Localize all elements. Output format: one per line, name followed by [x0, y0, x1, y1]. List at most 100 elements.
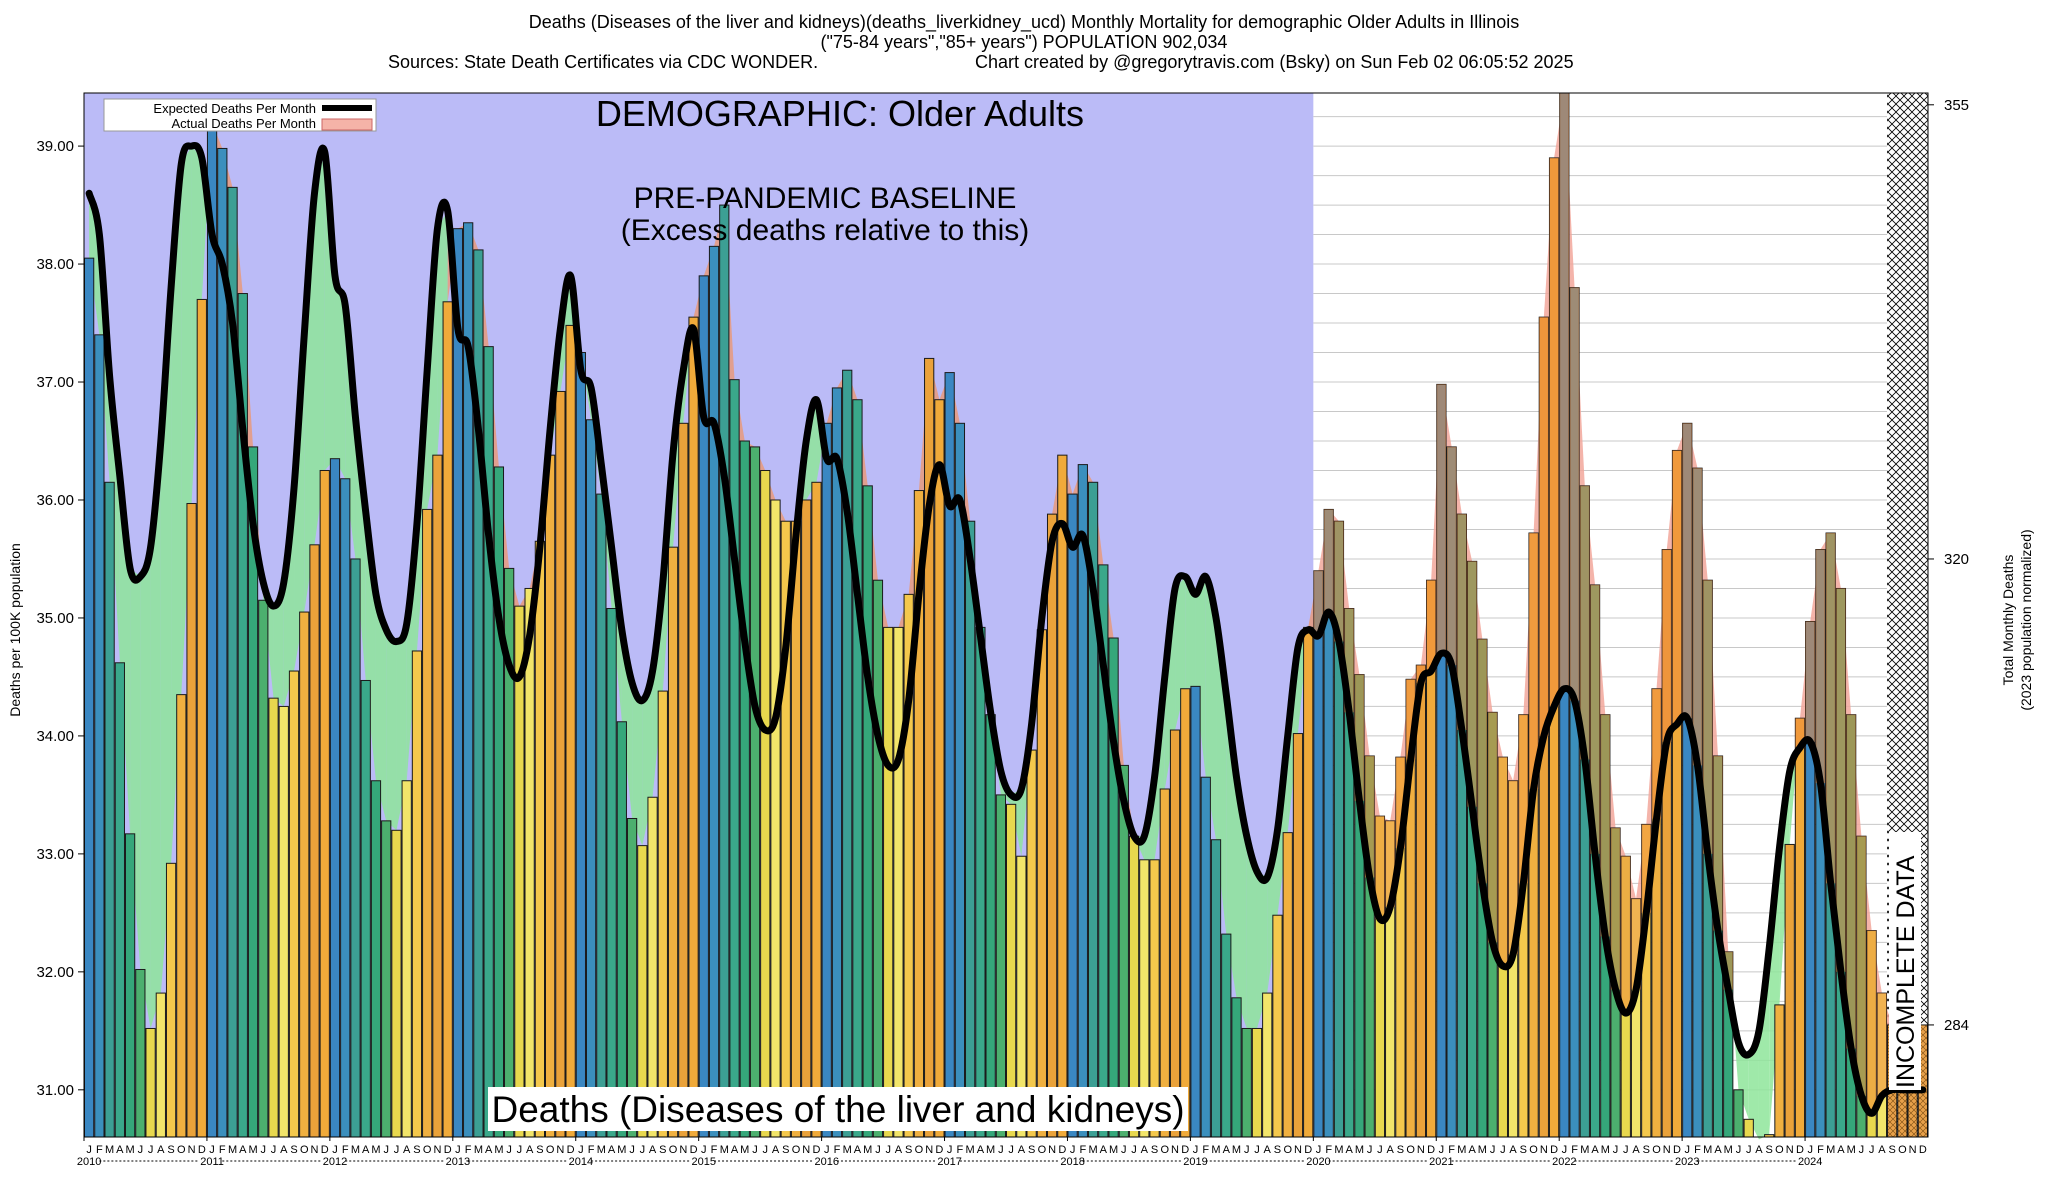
y-tick-label: 31.00 [36, 1082, 74, 1099]
bar-excess [1457, 514, 1467, 731]
excess-fill [1256, 871, 1268, 1029]
month-label: S [290, 1144, 297, 1156]
year-label: 2018 [1060, 1156, 1084, 1168]
bar [329, 458, 341, 1138]
month-label: J [1807, 1144, 1813, 1156]
month-label: J [517, 1144, 523, 1156]
bar-excess [1569, 287, 1580, 701]
month-label: N [1417, 1144, 1425, 1156]
month-label: M [1334, 1144, 1343, 1156]
year-label: 2020 [1306, 1156, 1330, 1168]
month-label: S [1151, 1144, 1158, 1156]
legend-expected-label: Expected Deaths Per Month [153, 101, 316, 116]
month-label: J [1367, 1144, 1373, 1156]
month-label: M [228, 1144, 237, 1156]
month-label: A [239, 1144, 247, 1156]
year-label: 2015 [692, 1156, 716, 1168]
bar [729, 379, 740, 1138]
month-label: D [198, 1144, 206, 1156]
bar-excess [1867, 930, 1877, 1114]
bar-excess [1467, 561, 1477, 807]
month-label: S [1643, 1144, 1650, 1156]
excess-fill [806, 399, 817, 500]
month-label: J [1736, 1144, 1742, 1156]
bar [893, 626, 904, 1138]
bar [985, 714, 996, 1138]
bar [801, 499, 812, 1138]
month-label: M [1601, 1144, 1610, 1156]
bar [770, 499, 781, 1138]
bottom-title-box [488, 1087, 1188, 1131]
bar-excess [1375, 816, 1385, 919]
bar [196, 298, 207, 1138]
bar [934, 399, 945, 1138]
y-tick-label: 34.00 [36, 728, 74, 745]
month-label: J [1121, 1144, 1127, 1156]
month-label: A [1018, 1144, 1026, 1156]
month-label: M [843, 1144, 852, 1156]
axes: 31.00 32.00 33.00 34.00 35.00 36.00 37.00 38.00… [36, 92, 1969, 1168]
bar-excess [1406, 679, 1416, 760]
excess-fill [334, 275, 346, 479]
month-label: J [824, 1144, 830, 1156]
month-label: F [1079, 1144, 1086, 1156]
bar [176, 694, 187, 1138]
month-label: J [998, 1144, 1004, 1156]
excess-fill [1246, 836, 1257, 1029]
excess-fill [1195, 576, 1206, 778]
y-tick-label: 35.00 [36, 610, 74, 627]
month-label: A [772, 1144, 780, 1156]
month-label: O [300, 1144, 309, 1156]
bar-excess [1631, 898, 1641, 990]
bar-excess [1313, 570, 1324, 636]
month-label: D [935, 1144, 943, 1156]
month-label: S [1520, 1144, 1527, 1156]
bar [555, 390, 566, 1138]
bar [1046, 513, 1058, 1138]
year-label: 2019 [1183, 1156, 1207, 1168]
month-label: J [1613, 1144, 1619, 1156]
bar [258, 599, 269, 1138]
bar-excess [1354, 674, 1365, 801]
excess-fill [171, 163, 182, 864]
excess-fill [140, 547, 151, 1029]
bar [391, 829, 402, 1138]
month-label: S [1888, 1144, 1895, 1156]
expected-line [85, 141, 1927, 1117]
month-label: J [1746, 1144, 1752, 1156]
month-label: M [597, 1144, 606, 1156]
bar-excess [1508, 780, 1518, 955]
month-label: F [1202, 1144, 1209, 1156]
excess-fill [304, 193, 315, 613]
bar-excess [1682, 423, 1692, 719]
month-label: M [1847, 1144, 1856, 1156]
bar [411, 650, 423, 1138]
bar-excess [1365, 755, 1375, 878]
bar [1169, 729, 1181, 1138]
incomplete-data-label: INCOMPLETE DATA [1892, 855, 1920, 1088]
month-label: S [413, 1144, 420, 1156]
month-label: J [1500, 1144, 1506, 1156]
bar-excess [1836, 588, 1846, 972]
month-label: A [1223, 1144, 1231, 1156]
chart-sources: Sources: State Death Certificates via CD… [388, 52, 819, 72]
month-label: A [280, 1144, 288, 1156]
bar [288, 670, 300, 1138]
bar [657, 690, 668, 1138]
bar [1159, 788, 1170, 1138]
month-label: M [1232, 1144, 1241, 1156]
year-label: 2023 [1675, 1156, 1699, 1168]
month-label: F [957, 1144, 964, 1156]
month-label: N [1540, 1144, 1548, 1156]
bar [667, 546, 679, 1138]
month-label: J [1623, 1144, 1629, 1156]
bar-excess [1672, 450, 1682, 725]
month-label: A [1878, 1144, 1886, 1156]
y-tick-label: 39.00 [36, 138, 74, 155]
bar [186, 503, 197, 1138]
month-label: F [1448, 1144, 1455, 1156]
month-label: J [640, 1144, 646, 1156]
month-label: J [148, 1144, 154, 1156]
bar [1067, 493, 1078, 1138]
year-label: 2014 [569, 1156, 593, 1168]
